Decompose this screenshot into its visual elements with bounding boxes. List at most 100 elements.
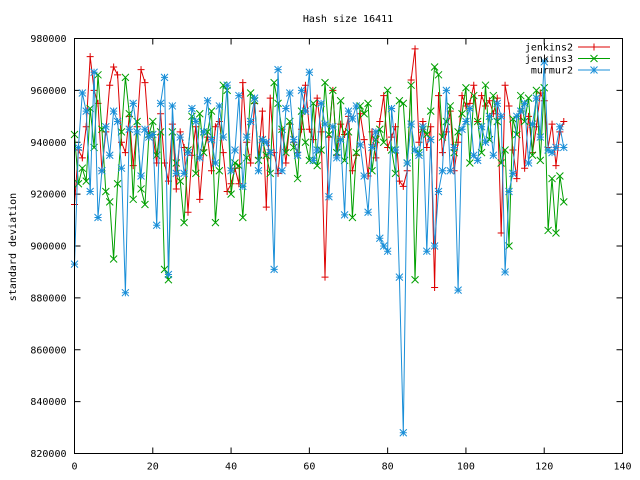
data-point-murmur2 — [129, 99, 138, 108]
data-point-jenkins3 — [481, 81, 490, 90]
data-point-jenkins2 — [552, 162, 560, 170]
data-point-jenkins3 — [520, 117, 529, 126]
data-point-jenkins3 — [544, 226, 552, 235]
legend-marker — [590, 43, 598, 51]
data-point-jenkins3 — [148, 117, 157, 126]
x-tick-label: 140 — [613, 462, 631, 473]
data-point-jenkins3 — [325, 130, 333, 139]
data-point-murmur2 — [352, 102, 361, 110]
data-point-jenkins2 — [262, 203, 270, 211]
data-point-murmur2 — [137, 172, 145, 180]
data-point-murmur2 — [493, 99, 502, 108]
data-point-murmur2 — [266, 148, 275, 157]
data-point-murmur2 — [148, 130, 157, 139]
data-point-jenkins3 — [434, 70, 443, 79]
data-point-jenkins2 — [341, 130, 349, 138]
data-point-jenkins3 — [407, 81, 415, 90]
data-point-murmur2 — [82, 107, 91, 115]
data-point-jenkins3 — [137, 185, 145, 193]
data-point-murmur2 — [481, 138, 490, 147]
data-point-murmur2 — [344, 107, 353, 115]
data-point-murmur2 — [215, 102, 224, 110]
legend-marker — [590, 54, 598, 63]
data-point-murmur2 — [375, 234, 384, 243]
data-point-jenkins3 — [540, 83, 549, 92]
data-point-jenkins2 — [106, 81, 114, 89]
x-tick-label: 40 — [225, 462, 237, 473]
data-point-jenkins3 — [293, 174, 302, 183]
data-point-murmur2 — [505, 187, 513, 196]
data-point-jenkins2 — [110, 63, 118, 71]
data-point-jenkins2 — [411, 45, 419, 53]
data-point-murmur2 — [235, 91, 243, 100]
data-point-jenkins2 — [184, 208, 192, 216]
data-point-murmur2 — [477, 122, 486, 131]
data-point-jenkins3 — [364, 99, 372, 108]
data-point-jenkins2 — [282, 159, 290, 167]
data-point-murmur2 — [195, 153, 204, 162]
data-point-murmur2 — [383, 247, 392, 256]
data-point-murmur2 — [94, 213, 102, 222]
data-point-murmur2 — [207, 135, 216, 144]
data-point-jenkins2 — [137, 66, 145, 74]
data-point-murmur2 — [509, 169, 517, 178]
data-point-jenkins2 — [247, 159, 255, 167]
data-point-jenkins3 — [532, 86, 541, 95]
data-point-jenkins3 — [469, 91, 478, 100]
x-tick-label: 20 — [147, 462, 159, 473]
data-point-jenkins3 — [235, 161, 243, 170]
data-point-jenkins3 — [172, 159, 181, 167]
data-point-murmur2 — [254, 166, 263, 175]
data-point-jenkins3 — [313, 161, 322, 170]
data-point-murmur2 — [211, 159, 220, 167]
data-point-murmur2 — [442, 86, 451, 95]
data-point-jenkins2 — [407, 76, 415, 84]
data-point-murmur2 — [454, 286, 462, 294]
data-point-murmur2 — [101, 122, 110, 131]
data-point-jenkins3 — [266, 169, 275, 178]
data-point-jenkins3 — [395, 96, 404, 105]
data-point-jenkins3 — [438, 133, 447, 141]
plot-area — [70, 45, 568, 437]
data-point-jenkins2 — [313, 94, 321, 102]
data-point-murmur2 — [141, 125, 149, 134]
data-point-murmur2 — [528, 120, 537, 128]
data-point-murmur2 — [559, 143, 568, 152]
data-point-murmur2 — [285, 89, 294, 97]
data-point-murmur2 — [121, 288, 130, 297]
data-point-murmur2 — [356, 140, 365, 149]
data-point-murmur2 — [305, 68, 314, 77]
y-tick-label: 900000 — [30, 242, 66, 253]
data-point-jenkins3 — [462, 83, 470, 92]
data-point-murmur2 — [242, 133, 251, 141]
data-point-jenkins2 — [560, 118, 568, 125]
data-point-murmur2 — [270, 265, 278, 274]
data-point-jenkins3 — [305, 156, 314, 165]
legend-label: jenkins3 — [525, 54, 573, 65]
data-point-jenkins3 — [399, 99, 408, 108]
data-point-jenkins3 — [391, 169, 400, 178]
data-point-jenkins3 — [78, 164, 87, 173]
data-point-jenkins3 — [82, 177, 91, 186]
data-point-murmur2 — [309, 156, 318, 165]
data-point-jenkins3 — [446, 102, 455, 110]
data-point-jenkins3 — [536, 156, 545, 165]
data-point-jenkins3 — [176, 177, 185, 186]
data-point-jenkins2 — [435, 92, 443, 100]
data-point-jenkins2 — [121, 149, 129, 157]
data-point-murmur2 — [282, 104, 290, 113]
data-point-jenkins3 — [297, 107, 306, 115]
series-murmur2 — [70, 57, 568, 437]
series-line-jenkins3 — [74, 65, 565, 280]
data-point-jenkins2 — [548, 120, 556, 128]
data-point-murmur2 — [524, 159, 533, 167]
data-point-murmur2 — [387, 104, 396, 113]
data-point-murmur2 — [434, 187, 443, 196]
data-point-jenkins3 — [512, 130, 521, 139]
data-point-murmur2 — [250, 94, 259, 103]
data-point-murmur2 — [411, 146, 419, 154]
data-point-jenkins3 — [141, 200, 149, 209]
data-point-jenkins2 — [525, 112, 533, 120]
series-line-murmur2 — [74, 61, 565, 433]
